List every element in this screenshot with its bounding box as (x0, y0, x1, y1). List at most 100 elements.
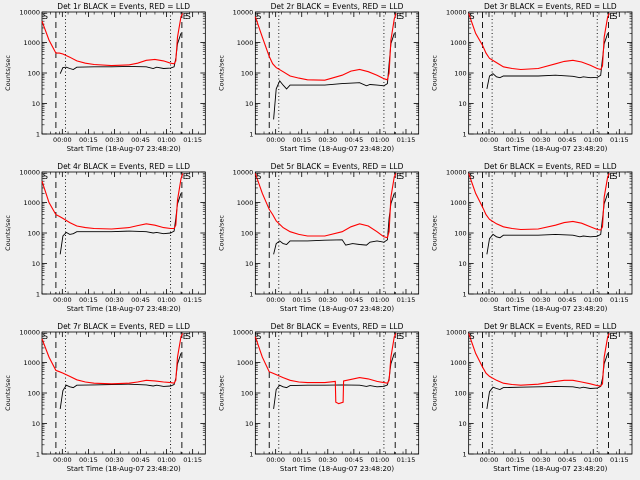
y-axis-label: Counts/sec (4, 375, 12, 411)
x-tick-label: 00:30 (105, 136, 124, 144)
marker-label-s: S (470, 332, 475, 341)
plot-frame (41, 331, 206, 455)
x-tick-label: 00:00 (53, 296, 72, 304)
marker-label-e: E (183, 12, 188, 21)
x-tick-label: 01:00 (371, 456, 390, 464)
x-axis-label: Start Time (18-Aug-07 23:48:20) (67, 145, 181, 153)
y-tick-label: 10 (32, 260, 40, 268)
series-line-lld (254, 333, 397, 405)
chart-panel-5: Det 5r BLACK = Events, RED = LLD 1 10 100 10… (217, 162, 420, 313)
y-tick-label: 1 (463, 131, 467, 139)
x-tick-label: 01:00 (157, 456, 176, 464)
y-tick-label: 1000 (237, 39, 254, 47)
y-tick-label: 100 (454, 70, 466, 78)
y-tick-label: 100 (241, 390, 253, 398)
y-tick-label: 1 (463, 291, 467, 299)
series-line-lld (468, 173, 610, 231)
series-line-events (273, 353, 395, 409)
x-tick-label: 00:00 (53, 456, 72, 464)
x-tick-label: 00:30 (105, 296, 124, 304)
y-tick-label: 1 (36, 131, 40, 139)
y-tick-label: 100 (454, 230, 466, 238)
chart-title: Det 5r BLACK = Events, RED = LLD (271, 162, 404, 171)
y-tick-label: 10000 (446, 9, 467, 17)
x-tick-label: 01:15 (183, 296, 202, 304)
y-axis-label: Counts/sec (431, 375, 439, 411)
series-line-events (486, 193, 609, 255)
x-tick-label: 00:00 (266, 296, 285, 304)
marker-label-e: E (183, 172, 188, 181)
x-tick-label: 00:15 (292, 456, 311, 464)
x-tick-label: 00:00 (266, 136, 285, 144)
y-tick-label: 1 (249, 291, 253, 299)
y-tick-label: 1 (463, 451, 467, 459)
series-line-events (59, 193, 182, 255)
x-axis-label: Start Time (18-Aug-07 23:48:20) (280, 305, 394, 313)
series-line-events (273, 193, 395, 255)
marker-label-s: S (612, 172, 617, 181)
x-tick-label: 00:30 (532, 136, 551, 144)
x-tick-label: 00:30 (318, 136, 337, 144)
series-line-lld (468, 13, 610, 71)
marker-label-e: E (396, 12, 401, 21)
x-tick-label: 01:00 (584, 136, 603, 144)
x-axis-label: Start Time (18-Aug-07 23:48:20) (67, 305, 181, 313)
plot-frame (41, 11, 206, 135)
y-axis-label: Counts/sec (4, 215, 12, 251)
y-tick-label: 10 (245, 260, 253, 268)
x-axis-label: Start Time (18-Aug-07 23:48:20) (493, 465, 607, 473)
marker-label-s: S (43, 332, 48, 341)
chart-panel-4: Det 4r BLACK = Events, RED = LLD 1 10 100 10… (4, 162, 206, 313)
chart-title: Det 9r BLACK = Events, RED = LLD (484, 322, 617, 331)
chart-title: Det 3r BLACK = Events, RED = LLD (484, 2, 617, 11)
y-tick-label: 1000 (237, 199, 254, 207)
y-tick-label: 100 (28, 230, 40, 238)
y-tick-label: 10 (458, 100, 466, 108)
marker-label-s: S (399, 172, 404, 181)
series-line-events (486, 33, 609, 89)
x-tick-label: 00:15 (292, 296, 311, 304)
y-tick-label: 10 (245, 420, 253, 428)
y-axis-label: Counts/sec (217, 215, 225, 251)
y-axis-label: Counts/sec (217, 375, 225, 411)
marker-label-s: S (399, 12, 404, 21)
series-line-lld (254, 13, 397, 81)
x-tick-label: 00:45 (131, 296, 150, 304)
plot-frame (254, 11, 420, 135)
marker-label-s: S (43, 172, 48, 181)
series-line-lld (254, 173, 397, 239)
x-tick-label: 01:00 (584, 456, 603, 464)
series-line-events (486, 353, 609, 409)
x-tick-label: 01:15 (183, 456, 202, 464)
y-tick-label: 1000 (237, 359, 254, 367)
x-tick-label: 00:30 (318, 296, 337, 304)
x-tick-label: 01:00 (157, 136, 176, 144)
marker-label-e: E (396, 172, 401, 181)
x-tick-label: 00:15 (292, 136, 311, 144)
y-tick-label: 1 (36, 451, 40, 459)
plot-frame (468, 11, 633, 135)
y-tick-label: 100 (241, 70, 253, 78)
chart-title: Det 8r BLACK = Events, RED = LLD (271, 322, 404, 331)
x-tick-label: 01:00 (584, 296, 603, 304)
y-axis-label: Counts/sec (217, 55, 225, 91)
marker-label-s: S (256, 332, 261, 341)
y-tick-label: 10 (245, 100, 253, 108)
marker-label-e: E (609, 332, 614, 341)
x-axis-label: Start Time (18-Aug-07 23:48:20) (280, 145, 394, 153)
x-tick-label: 01:15 (610, 296, 629, 304)
marker-label-s: S (470, 172, 475, 181)
marker-label-s: S (399, 332, 404, 341)
chart-panel-8: Det 8r BLACK = Events, RED = LLD 1 10 100 10… (217, 322, 420, 473)
y-tick-label: 1000 (23, 199, 40, 207)
y-tick-label: 1000 (450, 359, 467, 367)
marker-label-e: E (609, 172, 614, 181)
y-tick-label: 1000 (450, 199, 467, 207)
x-tick-label: 00:45 (131, 136, 150, 144)
x-tick-label: 01:00 (371, 136, 390, 144)
marker-label-s: S (256, 172, 261, 181)
y-tick-label: 100 (28, 390, 40, 398)
x-tick-label: 00:45 (344, 456, 363, 464)
